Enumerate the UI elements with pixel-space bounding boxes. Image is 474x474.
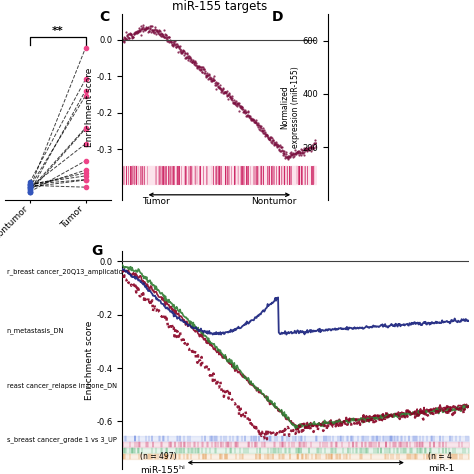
- Text: Tumor: Tumor: [142, 197, 170, 206]
- Text: miR-155$^{\rm hi}$: miR-155$^{\rm hi}$: [140, 464, 185, 474]
- Y-axis label: Normalized
expression (miR-155): Normalized expression (miR-155): [280, 66, 300, 148]
- Text: G: G: [91, 244, 102, 258]
- Y-axis label: Enrichment score: Enrichment score: [84, 68, 93, 147]
- Text: (n = 497): (n = 497): [140, 452, 176, 461]
- Text: miR-1: miR-1: [428, 464, 454, 473]
- Title: miR-155 targets: miR-155 targets: [172, 0, 267, 13]
- Text: C: C: [99, 10, 109, 25]
- Text: s_breast cancer_grade 1 vs 3_UP: s_breast cancer_grade 1 vs 3_UP: [7, 437, 117, 443]
- Text: r_breast cancer_20Q13_amplication_DN: r_breast cancer_20Q13_amplication_DN: [7, 268, 140, 275]
- Text: **: **: [52, 26, 64, 36]
- Text: (n = 4: (n = 4: [428, 452, 452, 461]
- Text: n_metastasis_DN: n_metastasis_DN: [7, 327, 64, 334]
- Text: reast cancer_relapse in bone_DN: reast cancer_relapse in bone_DN: [7, 382, 117, 389]
- Text: D: D: [272, 10, 283, 25]
- Text: Nontumor: Nontumor: [252, 197, 297, 206]
- Y-axis label: Enrichment score: Enrichment score: [84, 320, 93, 400]
